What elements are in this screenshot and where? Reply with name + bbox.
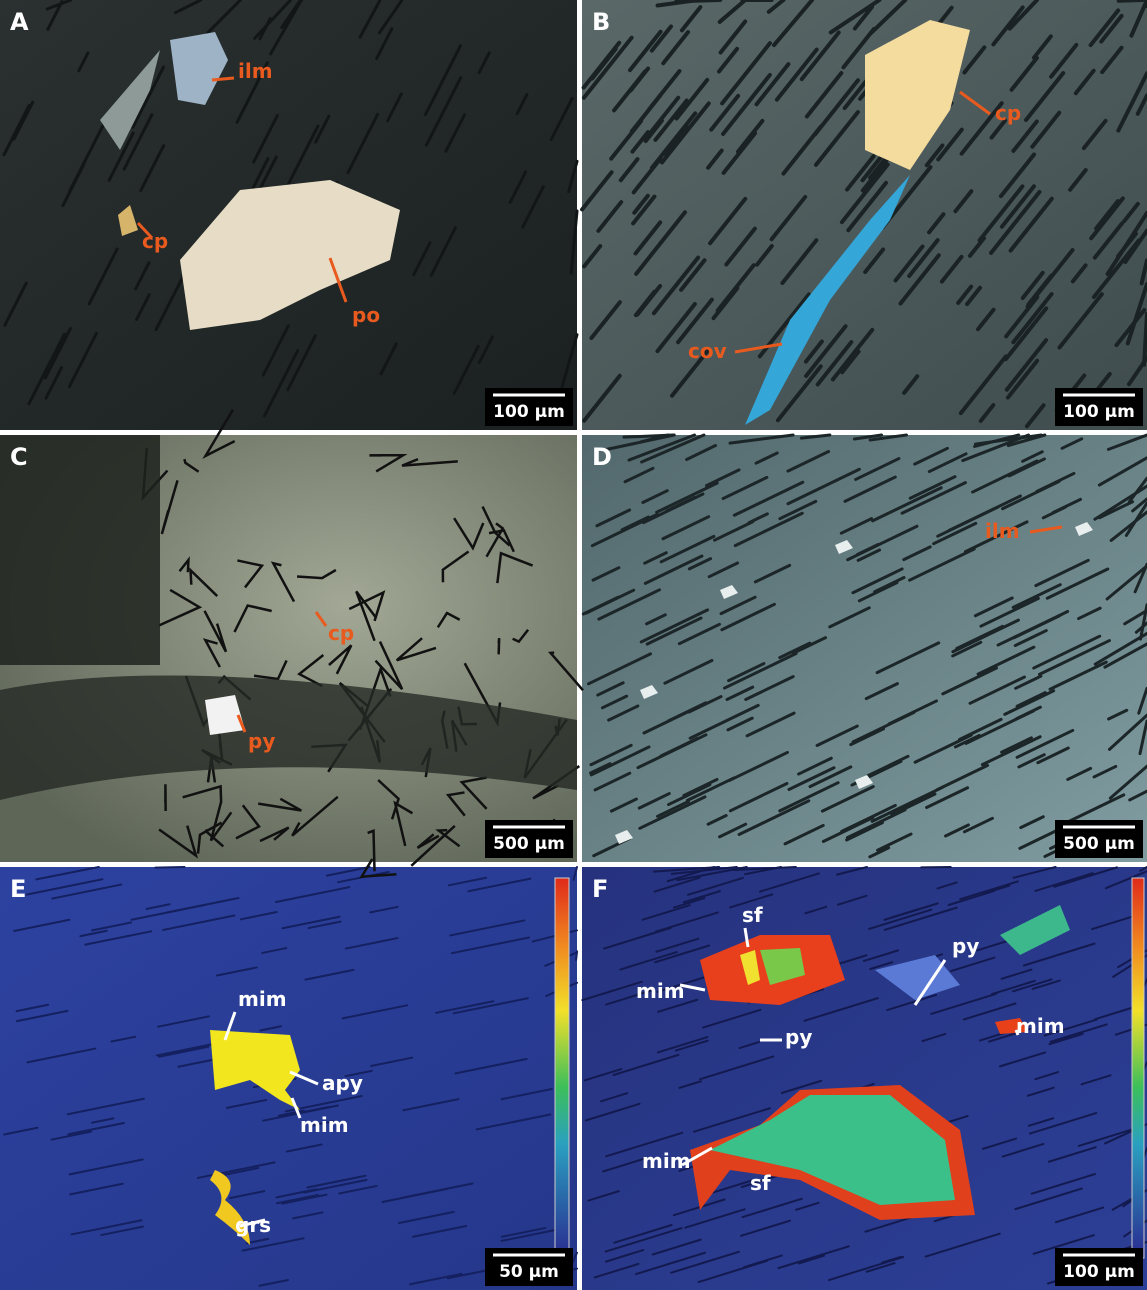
micrograph-background <box>582 435 1147 862</box>
crack <box>499 638 500 654</box>
panel-label: D <box>592 443 612 471</box>
mineral-label: mim <box>636 979 685 1003</box>
colour-scale <box>1132 878 1144 1258</box>
texture-streak <box>576 951 577 960</box>
panel-label: F <box>592 875 608 903</box>
scale-bar-label: 500 µm <box>493 834 565 854</box>
texture-streak <box>1119 0 1143 1</box>
mineral-label: py <box>785 1025 812 1049</box>
scale-bar-label: 100 µm <box>1063 1262 1135 1282</box>
mineral-label: mim <box>642 1149 691 1173</box>
mineral-label: py <box>952 934 979 958</box>
mineral-label: mim <box>1016 1014 1065 1038</box>
colour-scale <box>555 878 569 1258</box>
mineral-label: mim <box>238 987 287 1011</box>
mineral-label: py <box>248 729 275 753</box>
panel-label: C <box>10 443 28 471</box>
scale-bar-label: 50 µm <box>499 1262 559 1282</box>
mineral-label: po <box>352 303 380 327</box>
mineral-label: ilm <box>985 519 1020 543</box>
figure: Ailm cp po 100 µm Bcp cov 100 µm Ccp py 500 µm Dil… <box>0 0 1147 1290</box>
panel-label: A <box>10 8 29 36</box>
panel-label: B <box>592 8 610 36</box>
mineral-label: sf <box>742 903 763 927</box>
mineral-label: sf <box>750 1171 771 1195</box>
mineral-label: cov <box>688 339 727 363</box>
mineral-label: cp <box>328 621 354 645</box>
mineral-label: mim <box>300 1113 349 1137</box>
mineral-label: apy <box>322 1071 363 1095</box>
panel-label: E <box>10 875 26 903</box>
page: Ailm cp po 100 µm Bcp cov 100 µm Ccp py 500 µm Dil… <box>0 0 1147 1290</box>
texture-streak <box>155 867 184 868</box>
mineral-label: cp <box>142 229 168 253</box>
mineral-label: grs <box>235 1213 271 1237</box>
scale-bar-label: 100 µm <box>493 402 565 422</box>
scale-bar-label: 100 µm <box>1063 402 1135 422</box>
mineral-label: ilm <box>238 59 273 83</box>
leader-line <box>212 78 234 80</box>
mineral-label: cp <box>995 101 1021 125</box>
scale-bar-label: 500 µm <box>1063 834 1135 854</box>
